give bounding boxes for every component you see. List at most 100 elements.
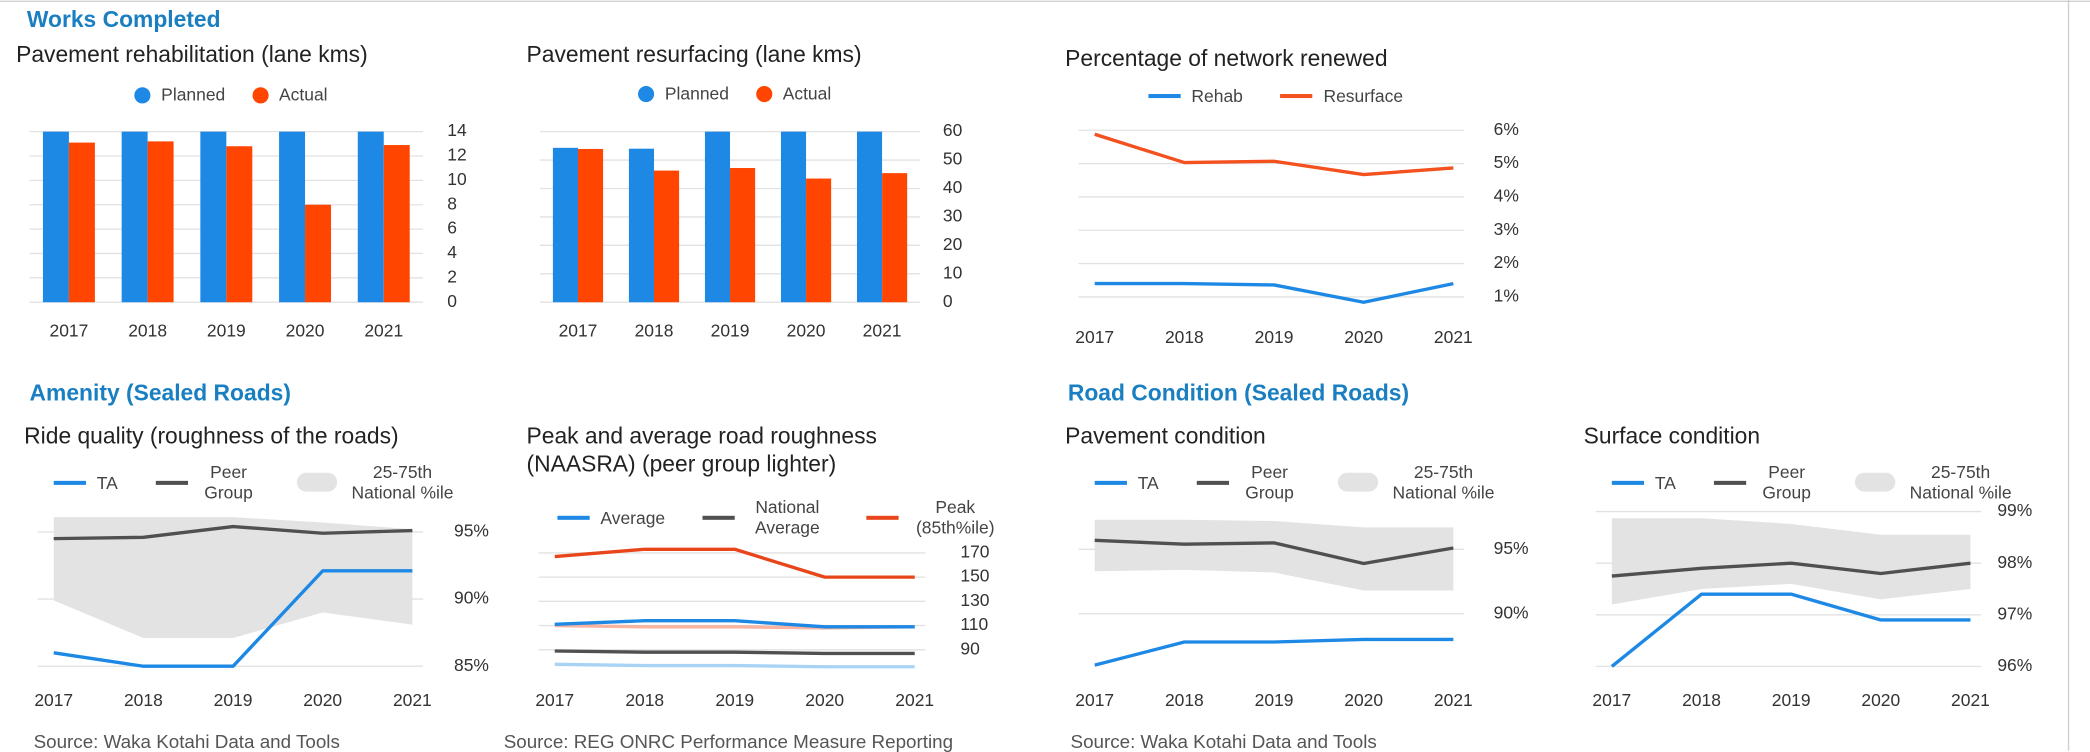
legend-item: TA [1094,472,1159,492]
legend: TA Peer Group 25-75th National %ile [1094,462,1499,503]
x-tick-label: 2018 [128,320,167,340]
legend-marker [755,85,772,102]
legend-marker [1713,480,1746,485]
x-tick-label: 2017 [49,320,88,340]
x-tick-label: 2018 [1682,690,1721,710]
legend-marker [296,472,337,492]
x-tick-label: 2017 [535,690,574,710]
chart: 96% 97% 98% 99% 2017 2018 2019 2020 2021 [1592,500,2032,710]
legend-label: Planned [664,83,729,104]
series-line [1094,538,1454,566]
x-tick-label: 2019 [1255,690,1294,710]
y-tick-label: 50 [943,149,963,169]
y-tick-label: 90% [1494,602,1529,622]
legend-marker [638,85,655,102]
series-line [53,569,413,668]
y-tick-label: 99% [1997,500,2032,520]
legend-marker [557,515,590,520]
y-tick-label: 110 [960,614,988,634]
section-title: Road Condition (Sealed Roads) [1067,380,1410,406]
bar [780,131,807,303]
legend-marker [1148,94,1181,99]
legend-label: Peer Group [204,462,253,503]
bar [806,178,832,303]
legend-item: Average [557,507,665,527]
y-tick-label: 6% [1494,119,1519,139]
x-tick-label: 2019 [715,690,754,710]
y-tick-label: 150 [960,566,989,586]
legend-item: Planned [134,85,225,105]
bar [68,142,95,303]
legend-item: Peer Group [1713,462,1816,502]
x-tick-label: 2020 [1861,690,1900,710]
x-tick-label: 2020 [805,690,844,710]
y-tick-label: 8 [447,193,457,213]
x-tick-label: 2021 [863,320,902,340]
y-tick-label: 14 [447,120,467,140]
y-tick-label: 2% [1494,252,1519,272]
source: Source: Waka Kotahi Data and Tools [1070,730,1377,752]
y-tick-label: 96% [1997,655,2032,675]
legend-label: 25-75th National %ile [1392,462,1495,503]
legend-marker [155,480,188,485]
x-tick-label: 2019 [207,320,246,340]
legend-label: Peer Group [1245,462,1294,503]
legend-label: Average [600,507,666,528]
bar [383,145,410,303]
band-area [53,517,413,639]
chart: 90% 95% 2017 2018 2019 2020 2021 [1075,519,1529,710]
x-tick-label: 2021 [364,320,403,340]
y-tick-label: 6 [447,218,457,238]
peer-line [554,662,915,669]
chart: 85% 90% 95% 2017 2018 2019 2020 2021 [34,517,489,710]
legend-label: Actual [782,83,832,104]
bar [654,170,680,303]
bar [730,168,756,303]
y-tick-label: 10 [447,169,467,189]
series-line [1094,637,1454,667]
legend-marker [1337,472,1378,492]
y-tick-label: 4 [447,242,457,262]
y-tick-label: 5% [1494,152,1519,172]
legend-item: 25-75th National %ile [296,462,457,502]
legend-item: Planned [638,83,729,103]
legend-item: 25-75th National %ile [1337,462,1498,502]
legend-marker [53,480,86,485]
legend: TA Peer Group 25-75th National %ile [1611,462,2016,502]
x-tick-label: 2020 [1344,327,1383,347]
x-tick-label: 2018 [1165,327,1204,347]
band-area [1094,519,1454,591]
legend-label: Planned [161,84,226,105]
x-tick-label: 2017 [1075,327,1114,347]
legend-marker [702,515,735,520]
legend-item: Resurface [1280,86,1403,106]
y-tick-label: 40 [943,177,963,197]
chart: 0 2 4 6 8 10 12 14 2017 2018 2019 2020 2021 [29,120,467,340]
series-line [554,649,915,656]
x-tick-label: 2020 [286,320,325,340]
y-tick-label: 3% [1494,219,1519,239]
series-line [1094,132,1454,177]
y-tick-label: 90 [960,638,980,658]
y-tick-label: 60 [943,120,963,140]
legend-marker [1094,480,1127,485]
bar [279,131,306,303]
bar [200,131,227,303]
x-tick-label: 2017 [34,690,73,710]
series-line [1611,561,1971,578]
y-tick-label: 10 [943,262,963,282]
chart-title: Percentage of network renewed [1065,45,1388,72]
bar [357,131,384,303]
y-tick-label: 85% [454,655,489,675]
x-tick-label: 2018 [625,690,664,710]
x-tick-label: 2018 [635,320,674,340]
legend-marker [134,86,151,103]
chart-title: Pavement condition [1065,423,1266,449]
y-tick-label: 2 [447,266,457,286]
legend-label: Peer Group [1762,462,1811,503]
legend: TA Peer Group 25-75th National %ile [53,462,458,503]
x-tick-label: 2017 [559,320,598,340]
chart-title: Peak and average road roughness (NAASRA)… [526,423,877,477]
legend-item: TA [53,472,118,492]
